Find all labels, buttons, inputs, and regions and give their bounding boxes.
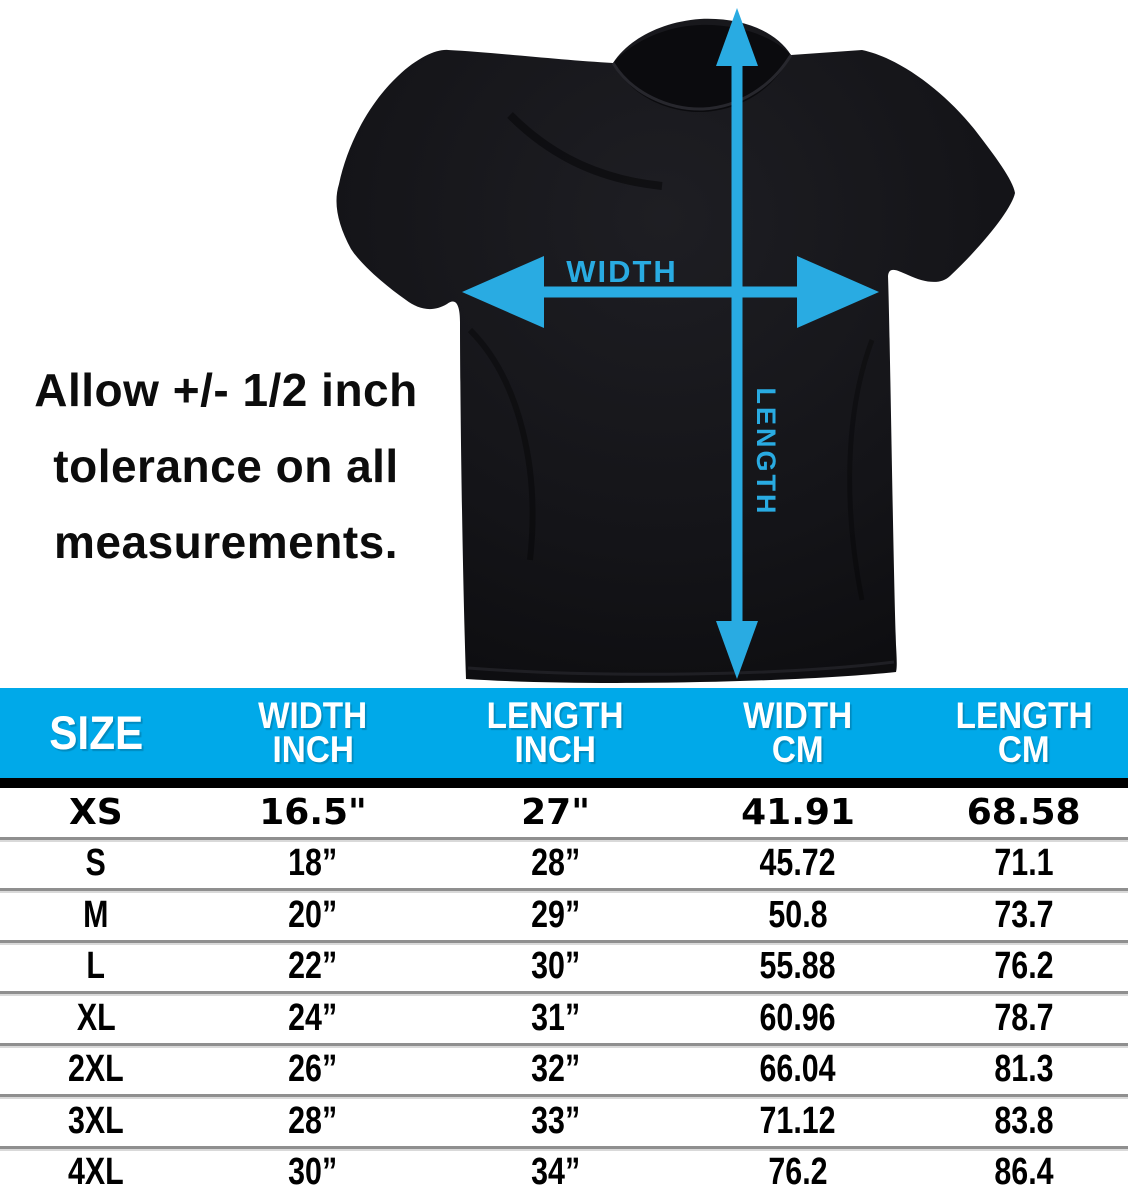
wrinkle <box>847 339 875 601</box>
size-table: SIZE WIDTH INCH LENGTH INCH WIDTH CM LENGTH… <box>0 688 1128 1197</box>
length-inch-cell: 30” <box>531 945 581 988</box>
wrinkle <box>507 112 663 190</box>
header-width-cm: WIDTH CM <box>677 688 920 778</box>
size-table-body: XS 16.5" 27" 41.91 68.58 S 18” 28” 45.72… <box>0 788 1128 1197</box>
size-table-row: 2XL 26” 32” 66.04 81.3 <box>0 1042 1128 1094</box>
tshirt-image: WIDTH LENGTH <box>336 8 1015 683</box>
header-width-cm-line1: WIDTH <box>743 695 853 736</box>
hem-seam <box>467 660 895 676</box>
header-size: SIZE <box>0 688 192 778</box>
length-cm-cell: 83.8 <box>994 1099 1054 1142</box>
header-length-inch-line1: LENGTH <box>487 695 624 736</box>
width-inch-cell: 16.5" <box>259 791 367 833</box>
header-divider <box>0 778 1128 788</box>
length-cm-cell: 81.3 <box>994 1048 1054 1091</box>
size-table-row: S 18” 28” 45.72 71.1 <box>0 836 1128 888</box>
width-cm-cell: 66.04 <box>759 1048 837 1091</box>
size-cell: 2XL <box>67 1048 124 1091</box>
collar-seam <box>611 54 793 111</box>
width-cm-cell: 41.91 <box>741 791 855 833</box>
length-inch-cell: 34” <box>531 1151 581 1194</box>
header-size-line1: SIZE <box>48 706 143 759</box>
length-cm-cell: 73.7 <box>994 893 1054 936</box>
shirt-measurement-diagram: WIDTH LENGTH Allow +/- 1/2 inch toleranc… <box>2 8 1015 683</box>
size-table-row: XS 16.5" 27" 41.91 68.58 <box>0 788 1128 837</box>
width-inch-cell: 30” <box>288 1151 338 1194</box>
tolerance-line: measurements. <box>54 516 398 568</box>
length-cm-cell: 86.4 <box>994 1151 1054 1194</box>
tolerance-line: Allow +/- 1/2 inch <box>34 364 418 416</box>
size-table-header: SIZE WIDTH INCH LENGTH INCH WIDTH CM LENGTH… <box>0 688 1128 778</box>
length-cm-cell: 71.1 <box>994 842 1054 885</box>
tolerance-line: tolerance on all <box>53 440 399 492</box>
tshirt-silhouette <box>336 18 1015 683</box>
length-arrow <box>716 8 758 679</box>
width-cm-cell: 50.8 <box>768 893 828 936</box>
length-inch-cell: 31” <box>531 996 581 1039</box>
width-arrow <box>462 256 879 328</box>
length-inch-cell: 29” <box>531 893 581 936</box>
size-cell: S <box>85 842 107 885</box>
width-inch-cell: 18” <box>288 842 338 885</box>
width-inch-cell: 22” <box>288 945 338 988</box>
size-cell: 3XL <box>67 1099 124 1142</box>
width-cm-cell: 55.88 <box>759 945 837 988</box>
wrinkle <box>467 327 536 561</box>
length-inch-cell: 32” <box>531 1048 581 1091</box>
length-inch-cell: 28” <box>531 842 581 885</box>
size-cell: M <box>83 893 109 936</box>
width-cm-cell: 45.72 <box>759 842 837 885</box>
header-width-inch-line1: WIDTH <box>258 695 368 736</box>
header-length-inch-line2: INCH <box>514 729 597 770</box>
size-table-row: 4XL 30” 34” 76.2 86.4 <box>0 1145 1128 1197</box>
width-cm-cell: 60.96 <box>759 996 837 1039</box>
size-cell: XL <box>76 996 116 1039</box>
size-cell: L <box>86 945 106 988</box>
header-length-inch: LENGTH INCH <box>434 688 677 778</box>
length-cm-cell: 78.7 <box>994 996 1054 1039</box>
size-table-row: 3XL 28” 33” 71.12 83.8 <box>0 1094 1128 1146</box>
length-arrow-label: LENGTH <box>751 388 781 517</box>
header-length-cm: LENGTH CM <box>919 688 1128 778</box>
width-cm-cell: 71.12 <box>759 1099 837 1142</box>
header-width-cm-line2: CM <box>772 729 824 770</box>
length-inch-cell: 33” <box>531 1099 581 1142</box>
header-width-inch: WIDTH INCH <box>192 688 435 778</box>
size-cell: XS <box>69 791 123 833</box>
size-cell: 4XL <box>67 1151 124 1194</box>
header-width-inch-line2: INCH <box>272 729 354 770</box>
size-table-row: L 22” 30” 55.88 76.2 <box>0 939 1128 991</box>
size-table-row: XL 24” 31” 60.96 78.7 <box>0 991 1128 1043</box>
size-table-row: M 20” 29” 50.8 73.7 <box>0 888 1128 940</box>
width-inch-cell: 24” <box>288 996 338 1039</box>
header-length-cm-line2: CM <box>997 729 1050 770</box>
width-arrow-label: WIDTH <box>566 254 678 289</box>
width-cm-cell: 76.2 <box>768 1151 828 1194</box>
header-length-cm-line1: LENGTH <box>955 695 1093 736</box>
width-inch-cell: 20” <box>288 893 338 936</box>
length-cm-cell: 76.2 <box>994 945 1054 988</box>
tolerance-note: Allow +/- 1/2 inch tolerance on all meas… <box>2 352 450 580</box>
length-inch-cell: 27" <box>521 791 590 833</box>
width-inch-cell: 26” <box>288 1048 338 1091</box>
width-inch-cell: 28” <box>288 1099 338 1142</box>
length-cm-cell: 68.58 <box>966 791 1081 833</box>
